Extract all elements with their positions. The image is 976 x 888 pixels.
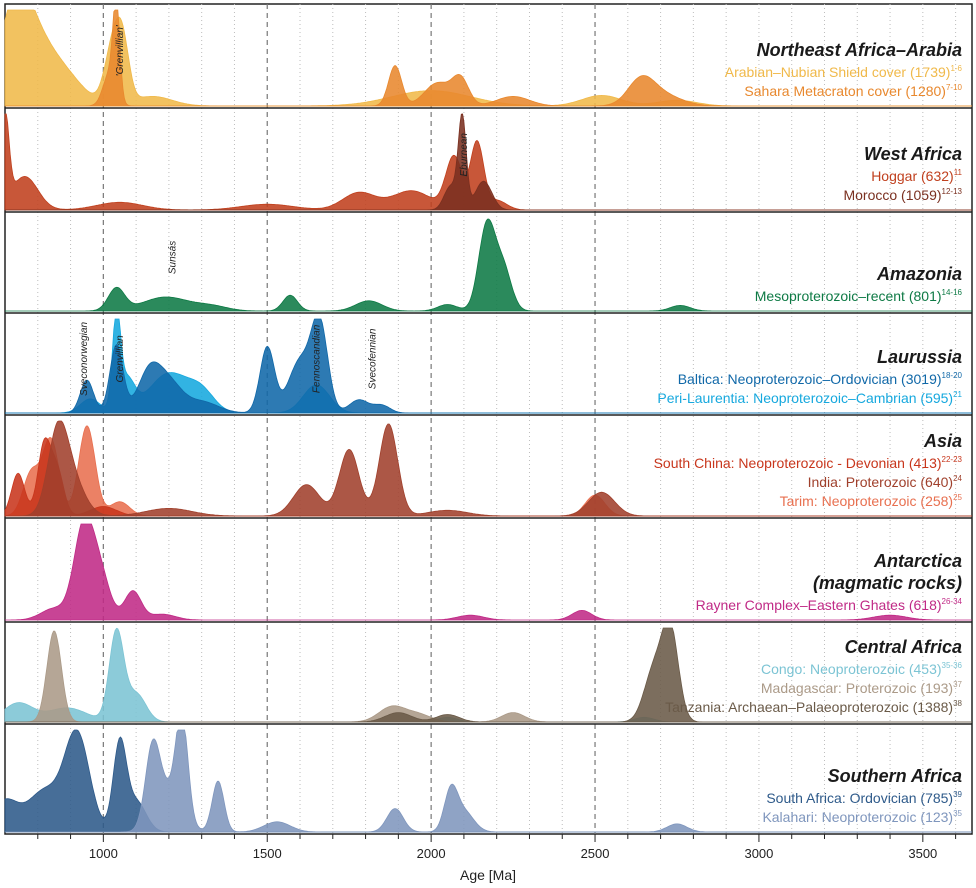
panel-title: Amazonia xyxy=(876,264,962,284)
density-curve xyxy=(5,627,972,723)
panel-title: West Africa xyxy=(864,144,962,164)
legend-entry: Baltica: Neoproterozoic–Ordovician (3019… xyxy=(678,371,963,387)
legend-entry: India: Proterozoic (640)24 xyxy=(808,474,963,490)
event-annotation: Eburnean xyxy=(459,133,470,177)
panel-title: Laurussia xyxy=(877,347,962,367)
event-annotation: Sunsás xyxy=(167,241,178,274)
x-tick-label: 3000 xyxy=(744,846,773,861)
legend-entry: Tanzania: Archaean–Palaeoproterozoic (13… xyxy=(665,699,962,715)
x-axis-label: Age [Ma] xyxy=(460,867,516,883)
legend-entry: Tarim: Neoproterozoic (258)25 xyxy=(780,493,963,509)
x-tick-label: 2500 xyxy=(581,846,610,861)
legend-entry: Kalahari: Neoproterozoic (123)35 xyxy=(762,809,962,825)
legend-entry: Arabian–Nubian Shield cover (1739)1-6 xyxy=(725,64,963,80)
legend-entry: Madagascar: Proterozoic (193)37 xyxy=(761,680,963,696)
panel-title: Central Africa xyxy=(845,637,962,657)
x-tick-label: 2000 xyxy=(417,846,446,861)
event-annotation: Grenvillian xyxy=(115,335,126,383)
legend-entry: Mesoproterozoic–recent (801)14-16 xyxy=(755,288,963,304)
density-curve xyxy=(5,9,972,107)
plot-frame xyxy=(4,3,973,835)
legend-entry: South China: Neoproterozoic - Devonian (… xyxy=(654,455,963,471)
density-curve xyxy=(5,523,972,621)
density-curve xyxy=(5,113,972,211)
event-annotation: Svecofennian xyxy=(367,328,378,389)
legend-entry: Sahara Metacraton cover (1280)7-10 xyxy=(744,83,962,99)
chart-text: Northeast Africa–Arabia Arabian–Nubian Sh… xyxy=(79,24,963,861)
density-curve xyxy=(5,318,972,414)
panel-title: Northeast Africa–Arabia xyxy=(757,40,962,60)
legend-entry: Rayner Complex–Eastern Ghates (618)26-34 xyxy=(696,597,963,613)
legend-entry: Morocco (1059)12-13 xyxy=(843,187,962,203)
x-tick-label: 1500 xyxy=(253,846,282,861)
x-tick-label: 3500 xyxy=(908,846,937,861)
legend-entry: Hoggar (632)11 xyxy=(871,168,962,184)
legend-entry: Congo: Neoproterozoic (453)35-36 xyxy=(761,661,963,677)
legend-entry: Peri-Laurentia: Neoproterozoic–Cambrian … xyxy=(657,390,962,406)
panel-title: Southern Africa xyxy=(828,766,962,786)
density-curve xyxy=(5,420,972,517)
event-annotation: Sveconorwegian xyxy=(79,321,90,395)
density-curve xyxy=(5,218,972,312)
event-annotation: Fennoscandian xyxy=(312,324,323,393)
x-tick-label: 1000 xyxy=(89,846,118,861)
legend-entry: South Africa: Ordovician (785)39 xyxy=(766,790,962,806)
panel-title: Asia xyxy=(923,431,962,451)
density-curve xyxy=(5,729,972,833)
panel-title: (magmatic rocks) xyxy=(813,573,962,593)
plot-area xyxy=(4,3,973,842)
event-annotation: 'Grenvillian' xyxy=(115,24,126,76)
panel-title: Antarctica xyxy=(873,551,962,571)
